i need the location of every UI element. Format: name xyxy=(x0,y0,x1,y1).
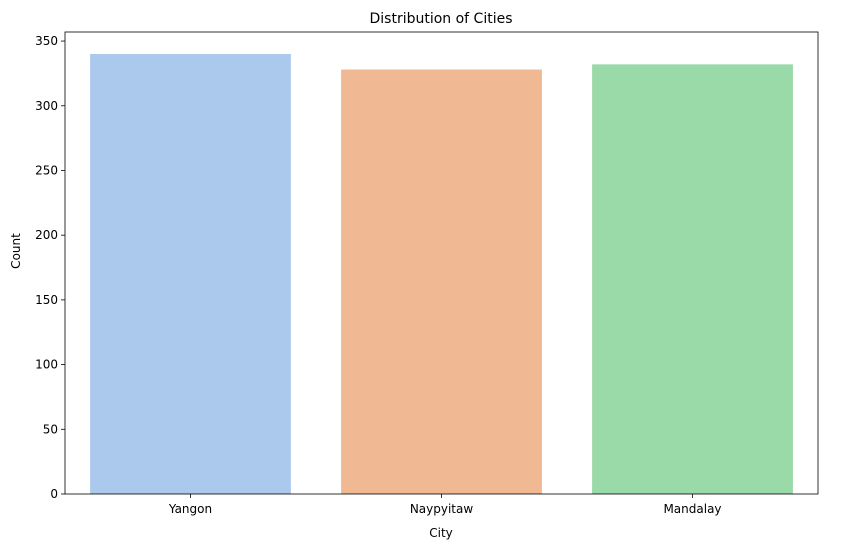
y-tick-label: 200 xyxy=(35,228,58,242)
x-axis-title: City xyxy=(429,526,453,540)
axes-frame xyxy=(64,31,819,495)
bar-mandalay xyxy=(592,64,793,494)
x-tick-label: Naypyitaw xyxy=(410,502,474,516)
y-tick-label: 300 xyxy=(35,99,58,113)
x-tick-label: Yangon xyxy=(168,502,212,516)
y-tick-label: 100 xyxy=(35,358,58,372)
y-tick-label: 50 xyxy=(43,422,58,436)
y-axis-title: Count xyxy=(9,233,23,269)
x-tick-label: Mandalay xyxy=(663,502,721,516)
y-tick-label: 250 xyxy=(35,163,58,177)
plot-area: Yangon Naypyitaw Mandalay 0 50 100 150 200 250 30… xyxy=(35,31,819,516)
y-tick-label: 150 xyxy=(35,293,58,307)
y-tick-label: 350 xyxy=(35,34,58,48)
y-tick-label: 0 xyxy=(50,487,58,501)
bar-yangon xyxy=(90,54,291,494)
bar-naypyitaw xyxy=(341,69,542,494)
chart-title: Distribution of Cities xyxy=(369,11,512,27)
